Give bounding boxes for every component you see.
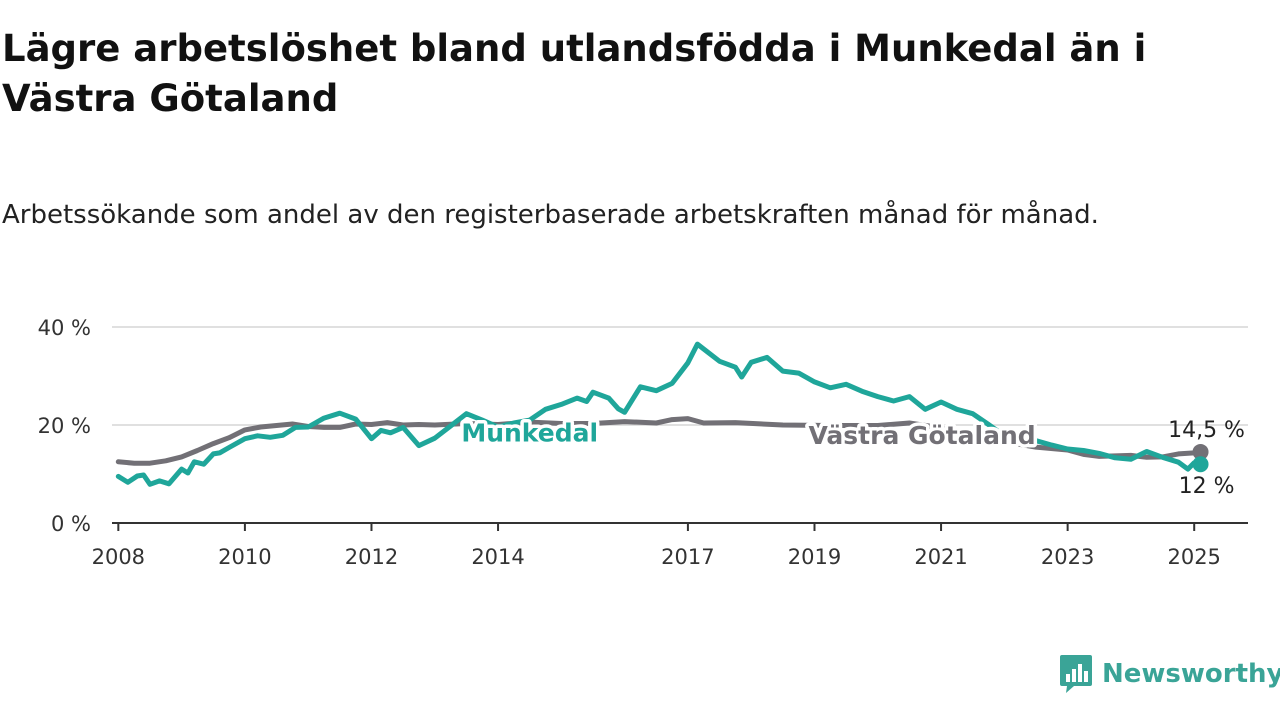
y-tick-label: 0 % xyxy=(51,512,91,536)
end-value-label-vastra-gotaland: 14,5 % xyxy=(1168,418,1245,443)
x-tick-label: 2010 xyxy=(218,545,271,569)
chart-title: Lägre arbetslöshet bland utlandsfödda i … xyxy=(2,27,1147,120)
series-end-dot-munkedal xyxy=(1192,456,1209,473)
line-chart: 0 % 20 % 40 % 2008 2010 2012 2014 2017 2019 2021 2… xyxy=(38,316,1248,569)
chart-bar-badge-icon xyxy=(1060,655,1092,693)
series-line-munkedal xyxy=(115,341,1203,487)
series-label-munkedal: Munkedal xyxy=(461,418,598,447)
x-tick-label: 2019 xyxy=(788,545,841,569)
x-tick-label: 2014 xyxy=(471,545,524,569)
brand-logo: Newsworthy xyxy=(1058,652,1280,696)
x-tick-label: 2008 xyxy=(92,545,145,569)
x-tick-label: 2023 xyxy=(1041,545,1094,569)
chart-subtitle: Arbetssökande som andel av den registerb… xyxy=(2,200,1099,230)
series-layer xyxy=(115,341,1209,487)
x-tick-label: 2017 xyxy=(661,545,714,569)
end-value-label-munkedal: 12 % xyxy=(1179,474,1235,499)
x-tick-label: 2012 xyxy=(345,545,398,569)
series-label-v-stra-g-taland: Västra Götaland xyxy=(808,421,1035,450)
label-layer: 14,5 % 12 % Munkedal Västra Götaland xyxy=(458,415,1245,499)
y-tick-label: 40 % xyxy=(38,316,91,340)
x-tick-label: 2025 xyxy=(1167,545,1220,569)
brand-name: Newsworthy xyxy=(1102,659,1280,689)
series-end-dot-v-stra-g-taland xyxy=(1192,443,1209,460)
axis-layer: 0 % 20 % 40 % 2008 2010 2012 2014 2017 2019 2021 2… xyxy=(38,316,1248,569)
y-tick-label: 20 % xyxy=(38,414,91,438)
x-tick-label: 2021 xyxy=(914,545,967,569)
